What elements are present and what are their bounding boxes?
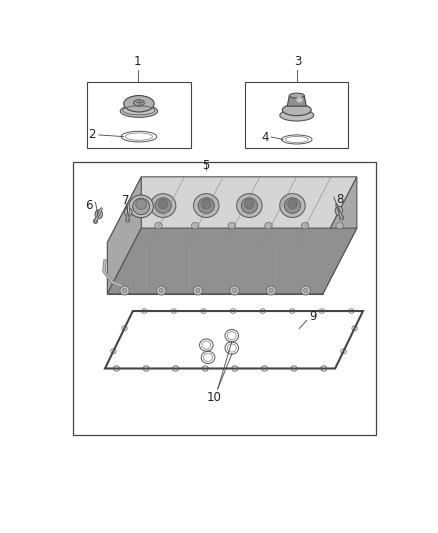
Ellipse shape xyxy=(304,288,308,293)
Text: 2: 2 xyxy=(88,128,96,141)
Polygon shape xyxy=(107,177,357,243)
Ellipse shape xyxy=(159,199,168,209)
Ellipse shape xyxy=(123,288,127,293)
Ellipse shape xyxy=(237,193,262,217)
Ellipse shape xyxy=(233,288,237,293)
Ellipse shape xyxy=(336,222,343,229)
Text: 5: 5 xyxy=(202,159,209,172)
Ellipse shape xyxy=(266,286,276,295)
Polygon shape xyxy=(323,177,357,294)
Ellipse shape xyxy=(297,97,303,102)
Text: 8: 8 xyxy=(336,193,343,206)
Ellipse shape xyxy=(95,210,102,219)
Ellipse shape xyxy=(196,288,200,293)
Ellipse shape xyxy=(269,288,273,293)
Text: 4: 4 xyxy=(261,131,269,143)
Ellipse shape xyxy=(283,104,311,116)
Text: 1: 1 xyxy=(134,55,141,68)
Ellipse shape xyxy=(126,217,130,222)
Ellipse shape xyxy=(265,222,272,229)
Ellipse shape xyxy=(301,286,311,295)
Bar xyxy=(87,83,191,148)
Polygon shape xyxy=(107,177,141,294)
Ellipse shape xyxy=(155,222,162,229)
Ellipse shape xyxy=(201,199,211,209)
Polygon shape xyxy=(107,228,357,294)
Bar xyxy=(74,163,375,435)
Ellipse shape xyxy=(159,288,163,293)
Ellipse shape xyxy=(230,286,239,295)
Ellipse shape xyxy=(136,199,147,209)
Ellipse shape xyxy=(301,222,309,229)
Text: 10: 10 xyxy=(207,391,222,403)
Ellipse shape xyxy=(193,286,203,295)
Ellipse shape xyxy=(124,95,154,112)
Ellipse shape xyxy=(228,222,236,229)
Ellipse shape xyxy=(120,105,158,117)
Ellipse shape xyxy=(134,100,145,106)
Ellipse shape xyxy=(198,198,214,213)
Ellipse shape xyxy=(335,206,343,215)
Ellipse shape xyxy=(241,198,258,213)
Ellipse shape xyxy=(155,198,171,213)
Ellipse shape xyxy=(93,219,98,224)
Text: 6: 6 xyxy=(85,199,92,212)
Ellipse shape xyxy=(133,198,150,215)
Bar xyxy=(245,83,348,148)
Ellipse shape xyxy=(120,286,129,295)
Polygon shape xyxy=(107,243,323,294)
Ellipse shape xyxy=(339,215,344,220)
Ellipse shape xyxy=(194,193,219,217)
Ellipse shape xyxy=(244,199,254,209)
Text: 7: 7 xyxy=(122,193,130,207)
Ellipse shape xyxy=(129,195,153,217)
Ellipse shape xyxy=(280,193,305,217)
Ellipse shape xyxy=(290,93,304,98)
Ellipse shape xyxy=(156,286,166,295)
Ellipse shape xyxy=(284,198,300,213)
Ellipse shape xyxy=(150,193,176,217)
Ellipse shape xyxy=(280,109,314,121)
Ellipse shape xyxy=(191,222,199,229)
Text: 9: 9 xyxy=(309,310,317,323)
Ellipse shape xyxy=(124,207,132,216)
Text: 3: 3 xyxy=(294,55,301,68)
Ellipse shape xyxy=(288,199,297,209)
Polygon shape xyxy=(287,95,306,106)
